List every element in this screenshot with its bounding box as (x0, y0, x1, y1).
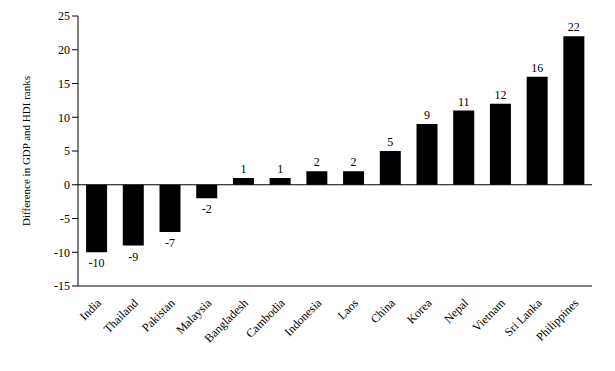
svg-text:1: 1 (277, 162, 283, 176)
svg-text:Bangladesh: Bangladesh (201, 296, 250, 345)
svg-text:9: 9 (424, 108, 430, 122)
svg-text:-7: -7 (165, 236, 175, 250)
svg-text:20: 20 (58, 43, 70, 57)
svg-text:Sri Lanka: Sri Lanka (501, 295, 545, 339)
svg-text:0: 0 (64, 178, 70, 192)
svg-text:Thailand: Thailand (101, 296, 141, 336)
svg-text:Difference in GDP and HDI rank: Difference in GDP and HDI ranks (20, 76, 32, 226)
svg-text:5: 5 (387, 135, 393, 149)
svg-text:Indonesia: Indonesia (282, 295, 325, 338)
svg-text:15: 15 (58, 77, 70, 91)
svg-text:-15: -15 (54, 279, 70, 293)
svg-text:2: 2 (351, 155, 357, 169)
svg-text:-2: -2 (202, 202, 212, 216)
svg-text:22: 22 (568, 20, 580, 34)
svg-text:China: China (368, 295, 399, 326)
svg-text:5: 5 (64, 144, 70, 158)
svg-text:10: 10 (58, 111, 70, 125)
svg-text:25: 25 (58, 9, 70, 23)
svg-text:1: 1 (240, 162, 246, 176)
svg-text:-10: -10 (89, 256, 105, 270)
svg-text:Vietnam: Vietnam (469, 295, 508, 335)
svg-text:-9: -9 (128, 250, 138, 264)
svg-text:Pakistan: Pakistan (139, 296, 178, 335)
svg-text:Philippines: Philippines (533, 296, 581, 344)
svg-text:Malaysia: Malaysia (173, 295, 215, 337)
svg-text:Cambodia: Cambodia (243, 295, 288, 340)
svg-text:Laos: Laos (335, 296, 362, 323)
svg-text:India: India (77, 295, 105, 323)
svg-text:16: 16 (531, 61, 543, 75)
svg-text:2: 2 (314, 155, 320, 169)
svg-text:12: 12 (494, 88, 506, 102)
svg-text:Korea: Korea (404, 295, 435, 326)
svg-text:Nepal: Nepal (441, 295, 472, 326)
svg-text:-10: -10 (54, 246, 70, 260)
svg-text:-5: -5 (60, 212, 70, 226)
svg-text:11: 11 (458, 95, 470, 109)
